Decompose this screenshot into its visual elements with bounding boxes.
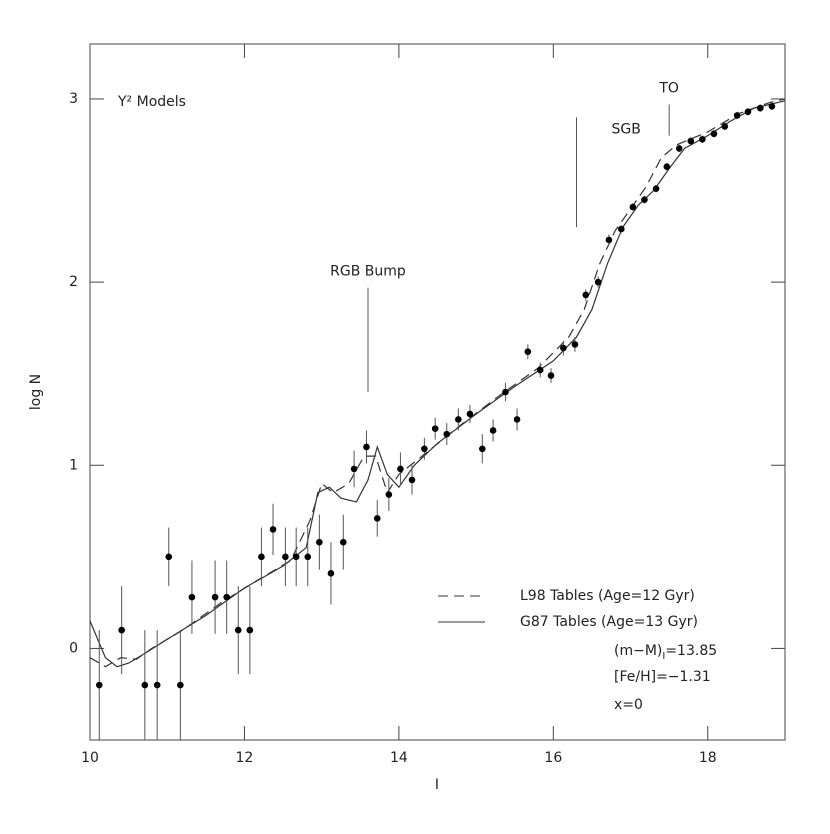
data-point (234, 626, 242, 634)
data-point (443, 430, 451, 438)
data-point (165, 553, 173, 561)
legend-label: L98 Tables (Age=12 Gyr) (520, 588, 695, 604)
data-point (721, 123, 729, 130)
data-point (373, 515, 381, 522)
data-point (513, 416, 521, 423)
data-point (478, 445, 486, 453)
data-point (269, 526, 277, 533)
data-point (733, 112, 741, 119)
data-point (455, 416, 462, 423)
legend-label: G87 Tables (Age=13 Gyr) (520, 614, 698, 630)
data-point (304, 553, 312, 561)
plot-frame (89, 43, 786, 741)
x-tick-label: 12 (236, 750, 254, 766)
data-point (327, 570, 335, 577)
data-point (502, 388, 509, 396)
annotation: TO (658, 80, 679, 96)
data-point (571, 341, 579, 348)
y-tick-label: 2 (69, 274, 78, 290)
data-point (223, 593, 230, 601)
data-point (350, 465, 358, 473)
y-axis-label: log N (28, 374, 44, 410)
note: [Fe/H]=−1.31 (614, 669, 711, 685)
data-point (141, 681, 149, 689)
data-point (675, 145, 683, 152)
x-tick-label: 14 (390, 750, 408, 766)
data-point (489, 427, 497, 434)
data-point (363, 443, 370, 451)
data-point (408, 476, 416, 484)
y-tick-label: 3 (69, 91, 78, 107)
y-tick-label: 0 (69, 640, 78, 656)
data-point (605, 236, 613, 244)
data-point (282, 553, 289, 561)
data-point (397, 465, 404, 473)
data-point (524, 348, 532, 356)
x-tick-label: 18 (699, 750, 717, 766)
data-point (385, 491, 393, 498)
data-point (316, 538, 323, 546)
data-point (466, 410, 474, 418)
data-point (421, 445, 428, 453)
data-point (594, 278, 602, 286)
annotation: RGB Bump (330, 264, 406, 280)
note: (m−M)I=13.85 (614, 643, 717, 662)
data-point (629, 203, 637, 211)
data-point (536, 366, 544, 374)
data-point (339, 538, 347, 546)
data-point (582, 291, 590, 299)
data-point (153, 681, 161, 689)
data-point (710, 130, 718, 138)
data-point (756, 104, 764, 112)
annotation: SGB (612, 121, 641, 137)
x-axis-label: I (435, 777, 439, 793)
data-point (177, 681, 184, 689)
data-point (258, 553, 265, 561)
data-point (652, 185, 660, 192)
data-point (211, 593, 219, 601)
data-point (118, 626, 125, 634)
data-point (188, 593, 196, 601)
chart-title: Y² Models (117, 94, 186, 110)
data-point (641, 196, 648, 203)
data-point (246, 626, 254, 634)
data-point (744, 108, 752, 116)
data-point (560, 344, 567, 352)
data-point (292, 553, 300, 561)
data-point (95, 681, 103, 689)
x-tick-label: 16 (544, 750, 562, 766)
x-tick-label: 10 (81, 750, 99, 766)
model-line (89, 98, 786, 668)
data-point (431, 425, 439, 432)
note: x=0 (614, 697, 643, 713)
data-point (617, 225, 625, 233)
model-line (89, 100, 786, 668)
y-tick-label: 1 (69, 457, 78, 473)
data-point (699, 135, 706, 143)
data-point (768, 102, 776, 110)
data-point (687, 137, 695, 145)
data-point (663, 163, 671, 171)
data-point (547, 372, 555, 379)
